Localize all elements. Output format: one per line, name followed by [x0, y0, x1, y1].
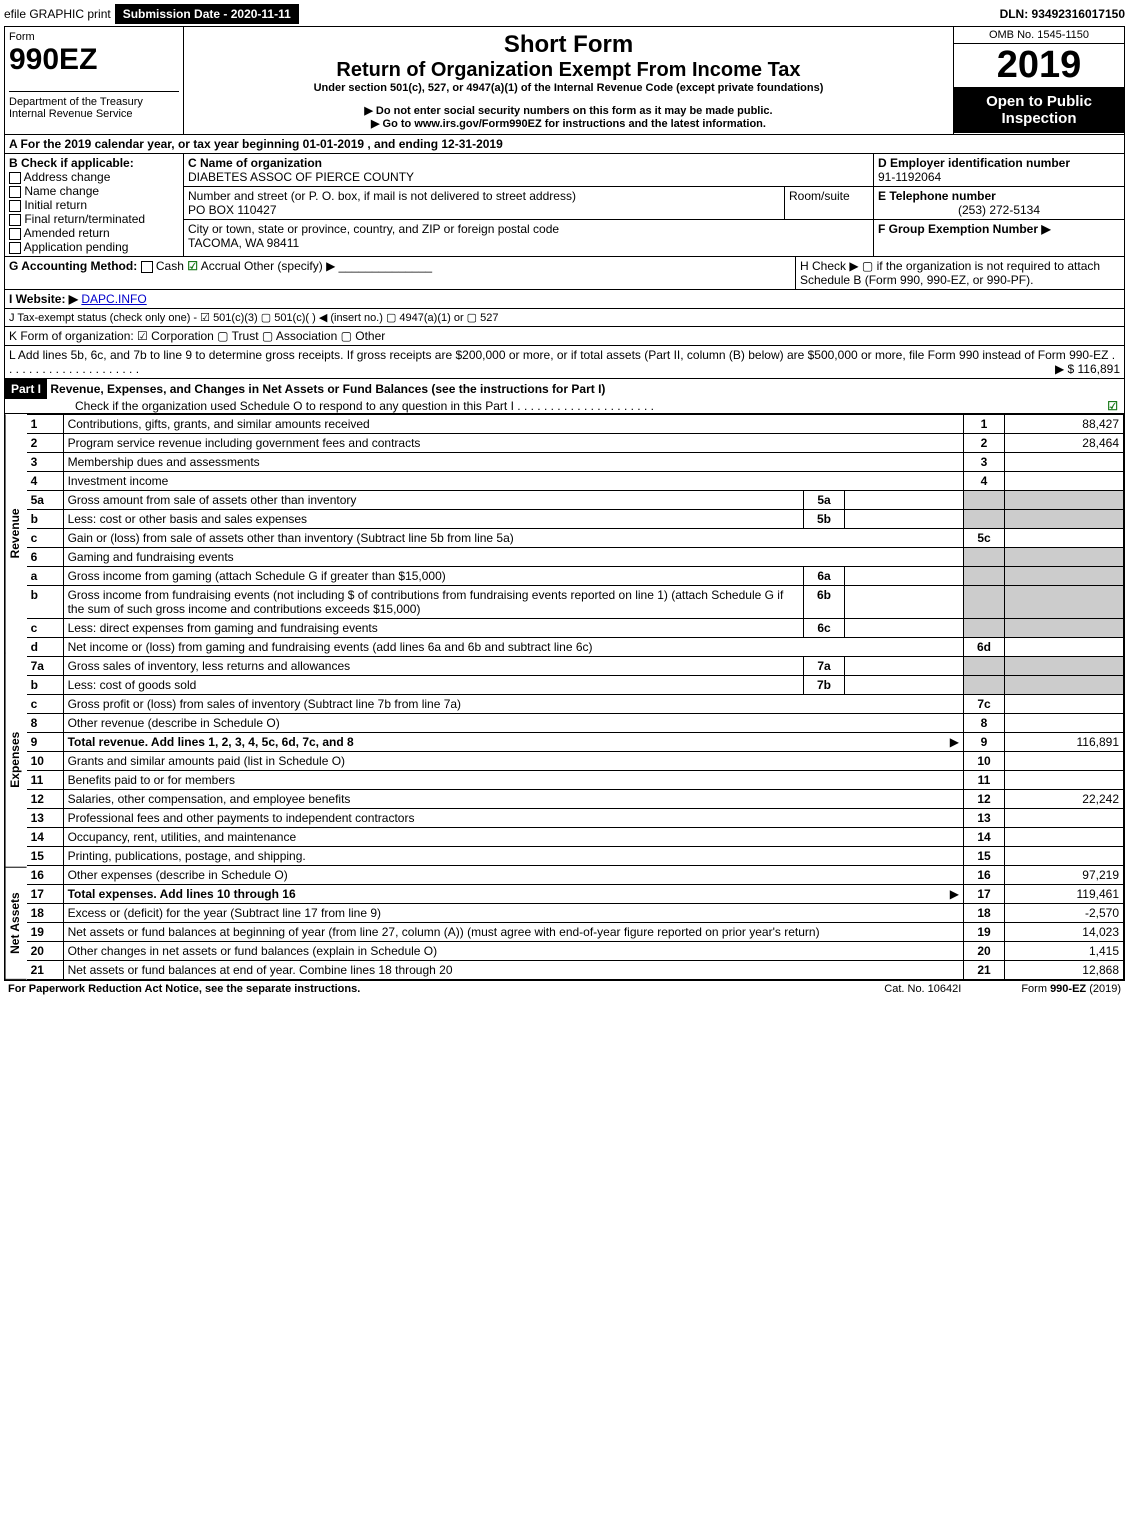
irs-label: Internal Revenue Service — [9, 108, 179, 120]
line-16: 16Other expenses (describe in Schedule O… — [27, 866, 1124, 885]
j-line: J Tax-exempt status (check only one) - ☑… — [5, 309, 1124, 326]
b-option: Address change — [9, 170, 179, 184]
line-11: 11Benefits paid to or for members11 — [27, 771, 1124, 790]
footer-right: Form 990-EZ (2019) — [1021, 983, 1121, 995]
e-label: E Telephone number — [878, 189, 1120, 203]
line-b: bLess: cost of goods sold7b — [27, 676, 1124, 695]
line-21: 21Net assets or fund balances at end of … — [27, 961, 1124, 980]
submission-date-pill: Submission Date - 2020-11-11 — [115, 4, 299, 24]
section-g-h: G Accounting Method: Cash ☑ Accrual Othe… — [5, 257, 1124, 290]
line-a: A For the 2019 calendar year, or tax yea… — [5, 135, 1124, 154]
check-amended-return[interactable] — [9, 228, 21, 240]
b-option: Application pending — [9, 240, 179, 254]
line-c: cLess: direct expenses from gaming and f… — [27, 619, 1124, 638]
line-1: 1Contributions, gifts, grants, and simil… — [27, 415, 1124, 434]
h-text: H Check ▶ ▢ if the organization is not r… — [795, 257, 1124, 289]
b-option: Name change — [9, 184, 179, 198]
goto-link[interactable]: ▶ Go to www.irs.gov/Form990EZ for instru… — [188, 117, 949, 130]
line-c: cGross profit or (loss) from sales of in… — [27, 695, 1124, 714]
line-c: cGain or (loss) from sale of assets othe… — [27, 529, 1124, 548]
street-label: Number and street (or P. O. box, if mail… — [188, 189, 780, 203]
schedule-o-checkbox[interactable]: ☑ — [1107, 399, 1118, 413]
dept-label: Department of the Treasury — [9, 96, 179, 108]
check-application-pending[interactable] — [9, 242, 21, 254]
part1-sub: Check if the organization used Schedule … — [5, 399, 514, 413]
b-label: B Check if applicable: — [9, 156, 179, 170]
footer-left: For Paperwork Reduction Act Notice, see … — [8, 983, 360, 995]
k-line: K Form of organization: ☑ Corporation ▢ … — [5, 327, 1124, 345]
city: TACOMA, WA 98411 — [188, 236, 869, 250]
line-15: 15Printing, publications, postage, and s… — [27, 847, 1124, 866]
lines-table: 1Contributions, gifts, grants, and simil… — [27, 414, 1124, 980]
accrual-checkbox[interactable]: ☑ — [187, 259, 198, 273]
line-19: 19Net assets or fund balances at beginni… — [27, 923, 1124, 942]
city-label: City or town, state or province, country… — [188, 222, 869, 236]
dln-label: DLN: 93492316017150 — [1000, 7, 1125, 21]
check-name-change[interactable] — [9, 186, 21, 198]
efile-label: efile GRAPHIC print — [4, 7, 111, 21]
line-a: aGross income from gaming (attach Schedu… — [27, 567, 1124, 586]
phone: (253) 272-5134 — [878, 203, 1120, 217]
org-name: DIABETES ASSOC OF PIERCE COUNTY — [188, 170, 869, 184]
ssn-warning: ▶ Do not enter social security numbers o… — [188, 104, 949, 117]
part1-label: Part I — [5, 379, 47, 399]
form-word: Form — [9, 31, 179, 43]
i-label: I Website: ▶ — [9, 292, 78, 306]
room-label: Room/suite — [784, 187, 873, 219]
line-b: bGross income from fundraising events (n… — [27, 586, 1124, 619]
line-8: 8Other revenue (describe in Schedule O)8 — [27, 714, 1124, 733]
revenue-label: Revenue — [5, 414, 27, 653]
line-4: 4Investment income4 — [27, 472, 1124, 491]
c-label: C Name of organization — [188, 156, 869, 170]
line-18: 18Excess or (deficit) for the year (Subt… — [27, 904, 1124, 923]
line-7a: 7aGross sales of inventory, less returns… — [27, 657, 1124, 676]
expenses-label: Expenses — [5, 653, 27, 868]
b-option: Final return/terminated — [9, 212, 179, 226]
title-shortform: Short Form — [188, 31, 949, 59]
g-label: G Accounting Method: — [9, 259, 137, 273]
form-header: Form 990EZ Department of the Treasury In… — [5, 27, 1124, 135]
line-2: 2Program service revenue including gover… — [27, 434, 1124, 453]
l-text: L Add lines 5b, 6c, and 7b to line 9 to … — [9, 348, 1108, 362]
subtitle: Under section 501(c), 527, or 4947(a)(1)… — [188, 82, 949, 94]
line-3: 3Membership dues and assessments3 — [27, 453, 1124, 472]
page-footer: For Paperwork Reduction Act Notice, see … — [4, 981, 1125, 997]
line-6: 6Gaming and fundraising events — [27, 548, 1124, 567]
street: PO BOX 110427 — [188, 203, 780, 217]
line-b: bLess: cost or other basis and sales exp… — [27, 510, 1124, 529]
line-d: dNet income or (loss) from gaming and fu… — [27, 638, 1124, 657]
website-link[interactable]: DAPC.INFO — [81, 292, 146, 306]
line-13: 13Professional fees and other payments t… — [27, 809, 1124, 828]
cash-checkbox[interactable] — [141, 261, 153, 273]
check-final-return-terminated[interactable] — [9, 214, 21, 226]
toolbar: efile GRAPHIC print Submission Date - 20… — [4, 4, 1125, 24]
line-9: 9Total revenue. Add lines 1, 2, 3, 4, 5c… — [27, 733, 1124, 752]
title-return: Return of Organization Exempt From Incom… — [188, 59, 949, 82]
line-20: 20Other changes in net assets or fund ba… — [27, 942, 1124, 961]
form-number: 990EZ — [9, 43, 179, 77]
b-option: Amended return — [9, 226, 179, 240]
line-10: 10Grants and similar amounts paid (list … — [27, 752, 1124, 771]
section-b-c-d: B Check if applicable: Address change Na… — [5, 154, 1124, 257]
check-initial-return[interactable] — [9, 200, 21, 212]
d-label: D Employer identification number — [878, 156, 1120, 170]
ein: 91-1192064 — [878, 170, 1120, 184]
check-address-change[interactable] — [9, 172, 21, 184]
f-label: F Group Exemption Number ▶ — [878, 222, 1051, 236]
open-to-public: Open to Public Inspection — [954, 87, 1124, 133]
tax-year: 2019 — [954, 44, 1124, 87]
line-5a: 5aGross amount from sale of assets other… — [27, 491, 1124, 510]
form-frame: Form 990EZ Department of the Treasury In… — [4, 26, 1125, 981]
part1-heading: Revenue, Expenses, and Changes in Net As… — [50, 382, 605, 396]
line-12: 12Salaries, other compensation, and empl… — [27, 790, 1124, 809]
footer-mid: Cat. No. 10642I — [884, 983, 961, 995]
line-14: 14Occupancy, rent, utilities, and mainte… — [27, 828, 1124, 847]
omb-number: OMB No. 1545-1150 — [954, 27, 1124, 44]
b-option: Initial return — [9, 198, 179, 212]
line-17: 17Total expenses. Add lines 10 through 1… — [27, 885, 1124, 904]
l-amount: ▶ $ 116,891 — [1055, 362, 1120, 376]
netassets-label: Net Assets — [5, 868, 27, 980]
